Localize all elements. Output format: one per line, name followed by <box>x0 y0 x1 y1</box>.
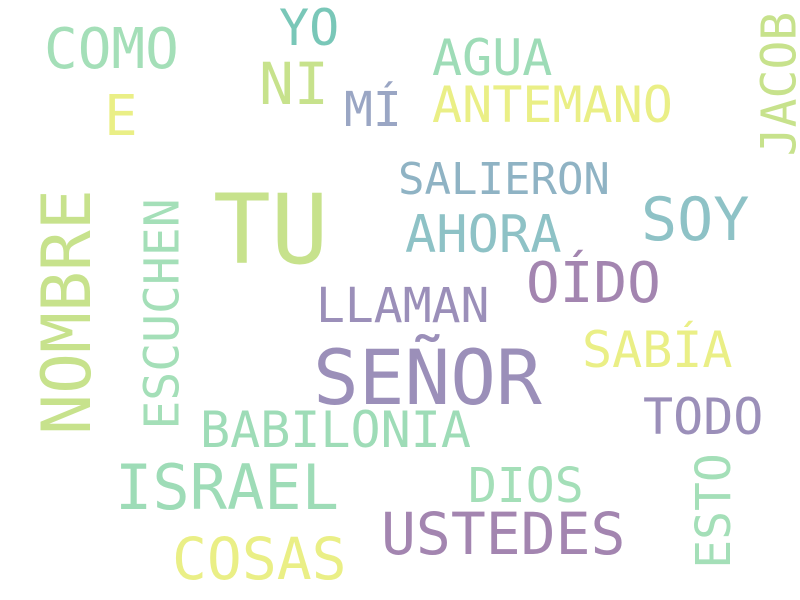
word-dios: DIOS <box>468 458 584 514</box>
word-senor: SEÑOR <box>313 333 542 422</box>
word-babilonia: BABILONIA <box>200 401 471 459</box>
word-oido: OÍDO <box>526 251 661 316</box>
word-ni: NI <box>259 50 329 118</box>
word-salieron: SALIERON <box>398 154 610 205</box>
word-antemano: ANTEMANO <box>432 76 673 134</box>
word-como: COMO <box>44 17 179 82</box>
word-e: E <box>104 84 138 149</box>
word-sabia: SABÍA <box>582 321 733 379</box>
word-jacob: JACOB <box>751 11 800 157</box>
word-llaman: LLAMAN <box>316 278 490 334</box>
word-tu: TU <box>213 174 329 286</box>
word-agua: AGUA <box>432 29 553 87</box>
word-israel: ISRAEL <box>115 451 339 524</box>
word-ahora: AHORA <box>405 205 562 265</box>
word-todo: TODO <box>643 388 764 446</box>
word-cosas: COSAS <box>172 525 347 593</box>
word-soy: SOY <box>641 185 750 255</box>
word-esto: ESTO <box>685 453 742 569</box>
word-nombre: NOMBRE <box>27 189 107 435</box>
word-mi: MÍ <box>344 82 402 138</box>
word-ustedes: USTEDES <box>381 500 626 568</box>
word-yo: YO <box>279 0 340 57</box>
word-escuchen: ESCUCHEN <box>134 198 191 430</box>
